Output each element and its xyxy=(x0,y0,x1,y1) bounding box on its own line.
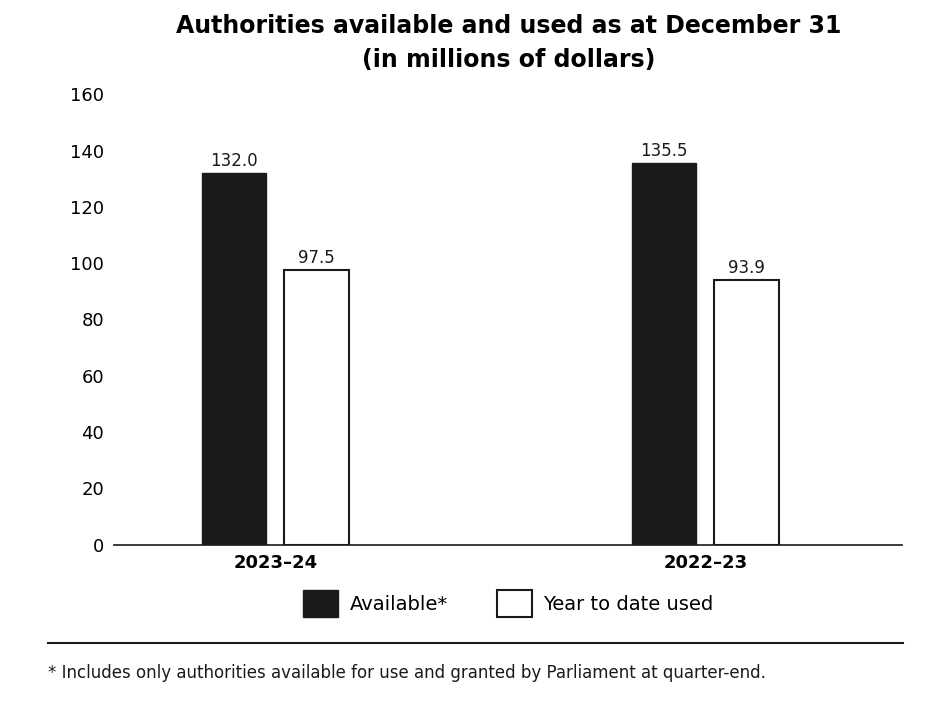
Text: 135.5: 135.5 xyxy=(640,142,688,160)
Bar xyxy=(201,174,266,544)
Bar xyxy=(632,163,696,544)
Legend: Available*, Year to date used: Available*, Year to date used xyxy=(295,582,721,625)
Text: 93.9: 93.9 xyxy=(728,259,765,277)
Text: 97.5: 97.5 xyxy=(298,249,335,267)
Bar xyxy=(284,270,349,544)
Bar xyxy=(714,280,779,544)
Text: 132.0: 132.0 xyxy=(210,152,257,170)
Title: Authorities available and used as at December 31
(in millions of dollars): Authorities available and used as at Dec… xyxy=(176,14,841,72)
Text: * Includes only authorities available for use and granted by Parliament at quart: * Includes only authorities available fo… xyxy=(48,664,766,682)
